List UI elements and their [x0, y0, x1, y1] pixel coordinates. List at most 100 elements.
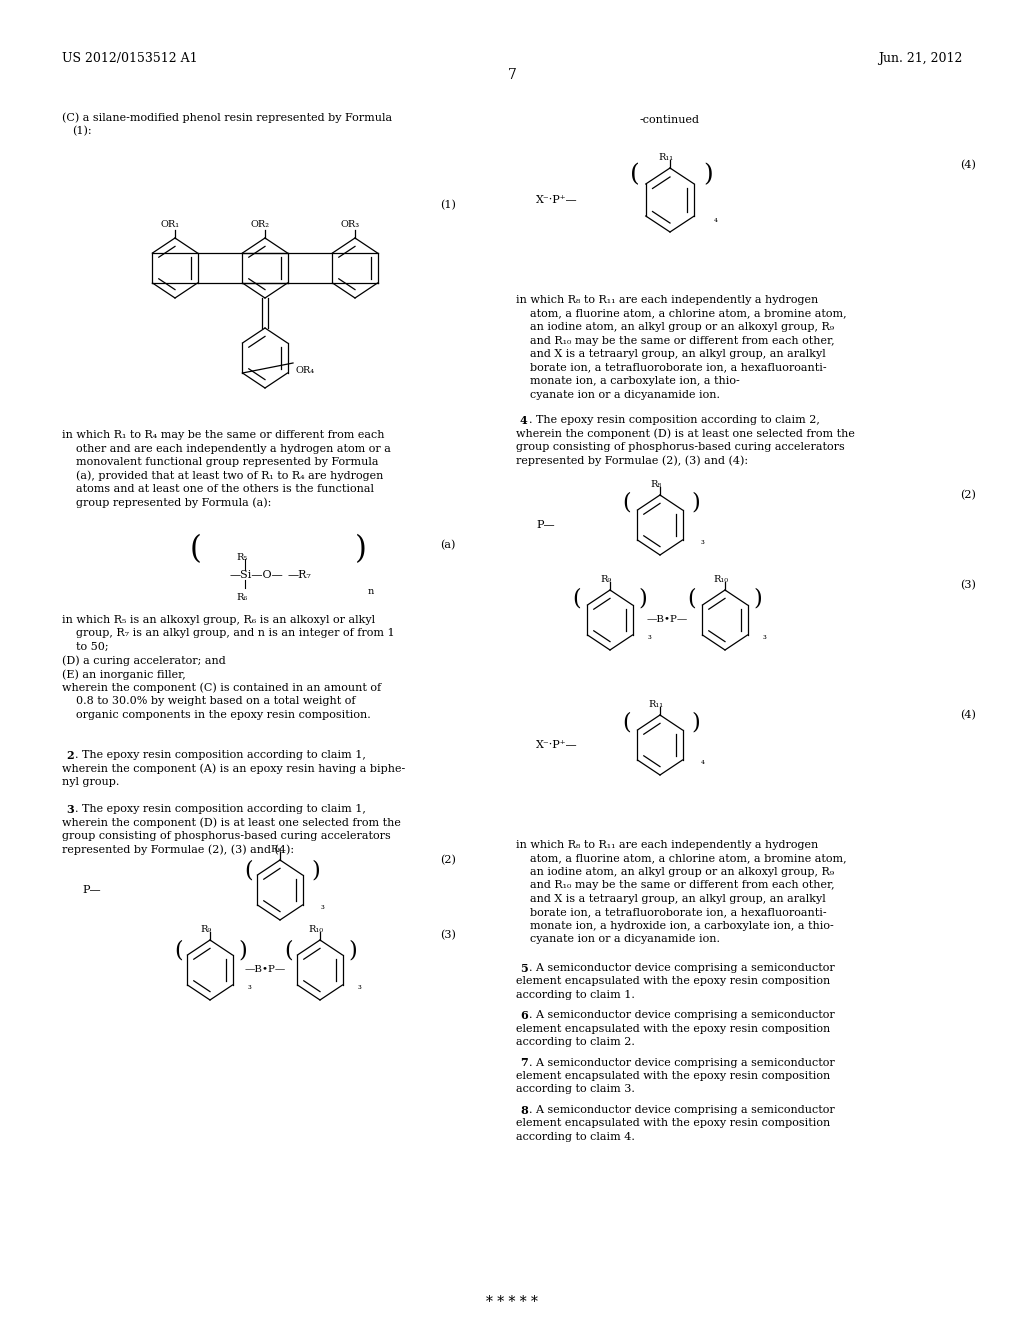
Text: 4: 4	[520, 414, 527, 426]
Text: 0.8 to 30.0% by weight based on a total weight of: 0.8 to 30.0% by weight based on a total …	[62, 696, 355, 706]
Text: (1):: (1):	[72, 125, 91, 136]
Text: R₉: R₉	[201, 925, 212, 935]
Text: OR₂: OR₂	[251, 220, 269, 228]
Text: . The epoxy resin composition according to claim 1,: . The epoxy resin composition according …	[75, 804, 366, 814]
Text: ): )	[238, 939, 247, 961]
Text: ): )	[348, 939, 356, 961]
Text: R₁₀: R₁₀	[308, 925, 324, 935]
Text: . A semiconductor device comprising a semiconductor: . A semiconductor device comprising a se…	[529, 1010, 835, 1020]
Text: R₁₁: R₁₁	[648, 700, 664, 709]
Text: . The epoxy resin composition according to claim 1,: . The epoxy resin composition according …	[75, 750, 366, 760]
Text: (a), provided that at least two of R₁ to R₄ are hydrogen: (a), provided that at least two of R₁ to…	[62, 470, 383, 480]
Text: monate ion, a hydroxide ion, a carboxylate ion, a thio-: monate ion, a hydroxide ion, a carboxyla…	[516, 921, 834, 931]
Text: cyanate ion or a dicyanamide ion.: cyanate ion or a dicyanamide ion.	[516, 389, 720, 400]
Text: (: (	[284, 939, 293, 961]
Text: (2): (2)	[440, 855, 456, 866]
Text: element encapsulated with the epoxy resin composition: element encapsulated with the epoxy resi…	[516, 1024, 830, 1034]
Text: according to claim 3.: according to claim 3.	[516, 1085, 635, 1094]
Text: (1): (1)	[440, 201, 456, 210]
Text: atom, a fluorine atom, a chlorine atom, a bromine atom,: atom, a fluorine atom, a chlorine atom, …	[516, 854, 847, 863]
Text: . A semiconductor device comprising a semiconductor: . A semiconductor device comprising a se…	[529, 964, 835, 973]
Text: ): )	[753, 587, 762, 609]
Text: ₃: ₃	[648, 632, 652, 642]
Text: ₃: ₃	[321, 902, 325, 911]
Text: element encapsulated with the epoxy resin composition: element encapsulated with the epoxy resi…	[516, 977, 830, 986]
Text: ): )	[691, 492, 699, 513]
Text: X⁻·P⁺—: X⁻·P⁺—	[536, 195, 578, 205]
Text: ₄: ₄	[701, 756, 705, 766]
Text: wherein the component (A) is an epoxy resin having a biphe-: wherein the component (A) is an epoxy re…	[62, 763, 406, 774]
Text: ₃: ₃	[701, 537, 705, 546]
Text: (: (	[622, 711, 631, 734]
Text: (3): (3)	[440, 931, 456, 940]
Text: wherein the component (D) is at least one selected from the: wherein the component (D) is at least on…	[516, 429, 855, 440]
Text: R₁₁: R₁₁	[658, 153, 674, 162]
Text: (: (	[687, 587, 695, 609]
Text: element encapsulated with the epoxy resin composition: element encapsulated with the epoxy resi…	[516, 1071, 830, 1081]
Text: and X is a tetraaryl group, an alkyl group, an aralkyl: and X is a tetraaryl group, an alkyl gro…	[516, 894, 825, 904]
Text: according to claim 2.: according to claim 2.	[516, 1038, 635, 1047]
Text: and R₁₀ may be the same or different from each other,: and R₁₀ may be the same or different fro…	[516, 880, 835, 891]
Text: —R₇: —R₇	[288, 570, 312, 579]
Text: in which R₈ to R₁₁ are each independently a hydrogen: in which R₈ to R₁₁ are each independentl…	[516, 840, 818, 850]
Text: P—: P—	[82, 884, 100, 895]
Text: ₃: ₃	[358, 982, 361, 991]
Text: . A semiconductor device comprising a semiconductor: . A semiconductor device comprising a se…	[529, 1105, 835, 1115]
Text: —B•P—: —B•P—	[646, 615, 688, 624]
Text: . The epoxy resin composition according to claim 2,: . The epoxy resin composition according …	[529, 414, 820, 425]
Text: R₁₀: R₁₀	[714, 576, 728, 583]
Text: monovalent functional group represented by Formula: monovalent functional group represented …	[62, 457, 379, 467]
Text: (C) a silane-modified phenol resin represented by Formula: (C) a silane-modified phenol resin repre…	[62, 112, 392, 123]
Text: 7: 7	[520, 1057, 527, 1068]
Text: 3: 3	[66, 804, 74, 814]
Text: group represented by Formula (a):: group represented by Formula (a):	[62, 498, 271, 508]
Text: R₅: R₅	[237, 553, 248, 562]
Text: organic components in the epoxy resin composition.: organic components in the epoxy resin co…	[62, 710, 371, 719]
Text: ): )	[311, 859, 319, 880]
Text: Jun. 21, 2012: Jun. 21, 2012	[878, 51, 962, 65]
Text: (a): (a)	[440, 540, 456, 550]
Text: an iodine atom, an alkyl group or an alkoxyl group, R₉: an iodine atom, an alkyl group or an alk…	[516, 322, 835, 333]
Text: to 50;: to 50;	[62, 642, 109, 652]
Text: represented by Formulae (2), (3) and (4):: represented by Formulae (2), (3) and (4)…	[516, 455, 749, 466]
Text: OR₄: OR₄	[295, 366, 314, 375]
Text: represented by Formulae (2), (3) and (4):: represented by Formulae (2), (3) and (4)…	[62, 845, 294, 855]
Text: an iodine atom, an alkyl group or an alkoxyl group, R₉: an iodine atom, an alkyl group or an alk…	[516, 867, 835, 876]
Text: atom, a fluorine atom, a chlorine atom, a bromine atom,: atom, a fluorine atom, a chlorine atom, …	[516, 309, 847, 318]
Text: 8: 8	[520, 1105, 527, 1115]
Text: R₈: R₈	[650, 480, 662, 488]
Text: element encapsulated with the epoxy resin composition: element encapsulated with the epoxy resi…	[516, 1118, 830, 1129]
Text: (4): (4)	[961, 710, 976, 721]
Text: (: (	[630, 164, 640, 186]
Text: US 2012/0153512 A1: US 2012/0153512 A1	[62, 51, 198, 65]
Text: 5: 5	[520, 964, 527, 974]
Text: atoms and at least one of the others is the functional: atoms and at least one of the others is …	[62, 484, 374, 494]
Text: 7: 7	[508, 69, 516, 82]
Text: ): )	[703, 164, 713, 186]
Text: (: (	[174, 939, 182, 961]
Text: group consisting of phosphorus-based curing accelerators: group consisting of phosphorus-based cur…	[62, 832, 391, 841]
Text: (D) a curing accelerator; and: (D) a curing accelerator; and	[62, 656, 225, 667]
Text: monate ion, a carboxylate ion, a thio-: monate ion, a carboxylate ion, a thio-	[516, 376, 739, 385]
Text: other and are each independently a hydrogen atom or a: other and are each independently a hydro…	[62, 444, 391, 454]
Text: ₄: ₄	[714, 215, 718, 224]
Text: according to claim 4.: according to claim 4.	[516, 1131, 635, 1142]
Text: and X is a tetraaryl group, an alkyl group, an aralkyl: and X is a tetraaryl group, an alkyl gro…	[516, 348, 825, 359]
Text: * * * * *: * * * * *	[486, 1295, 538, 1309]
Text: group consisting of phosphorus-based curing accelerators: group consisting of phosphorus-based cur…	[516, 442, 845, 451]
Text: (: (	[244, 859, 253, 880]
Text: in which R₈ to R₁₁ are each independently a hydrogen: in which R₈ to R₁₁ are each independentl…	[516, 294, 818, 305]
Text: (2): (2)	[961, 490, 976, 500]
Text: in which R₅ is an alkoxyl group, R₆ is an alkoxyl or alkyl: in which R₅ is an alkoxyl group, R₆ is a…	[62, 615, 375, 624]
Text: OR₁: OR₁	[161, 220, 179, 228]
Text: R₈: R₈	[270, 845, 282, 854]
Text: group, R₇ is an alkyl group, and n is an integer of from 1: group, R₇ is an alkyl group, and n is an…	[62, 628, 394, 639]
Text: according to claim 1.: according to claim 1.	[516, 990, 635, 1001]
Text: . A semiconductor device comprising a semiconductor: . A semiconductor device comprising a se…	[529, 1057, 835, 1068]
Text: (: (	[622, 492, 631, 513]
Text: wherein the component (C) is contained in an amount of: wherein the component (C) is contained i…	[62, 682, 381, 693]
Text: in which R₁ to R₄ may be the same or different from each: in which R₁ to R₄ may be the same or dif…	[62, 430, 384, 440]
Text: —Si—O—: —Si—O—	[230, 570, 284, 579]
Text: ): )	[638, 587, 647, 609]
Text: (4): (4)	[961, 160, 976, 170]
